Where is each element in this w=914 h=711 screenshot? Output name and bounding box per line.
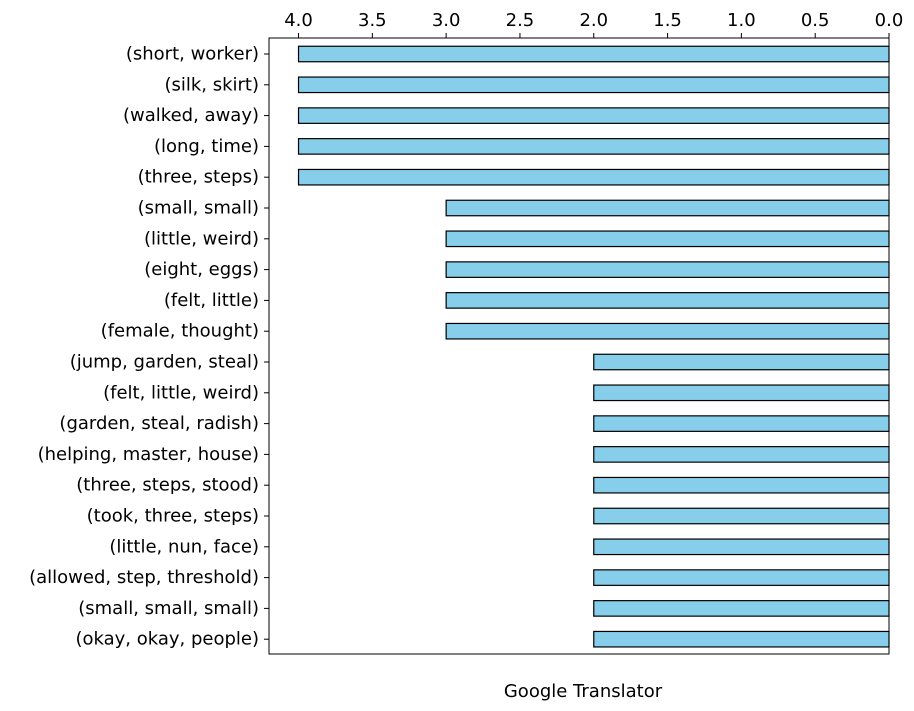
y-tick-label: (okay, okay, people) <box>75 629 259 650</box>
y-tick-label: (garden, steal, radish) <box>59 413 259 434</box>
x-tick-label: 0.5 <box>801 10 830 31</box>
y-axis-category-labels: (short, worker) (silk, skirt) (walked, awa… <box>29 44 269 650</box>
y-tick-label: (took, three, steps) <box>87 506 259 527</box>
bar <box>593 384 890 402</box>
x-tick-label: 1.5 <box>653 10 682 31</box>
x-tick-label: 4.0 <box>284 10 313 31</box>
bar <box>297 168 890 186</box>
x-axis-ticks: 4.0 3.5 3.0 2.5 2.0 1.5 1.0 0.5 0.0 <box>284 10 903 38</box>
bar <box>297 107 890 124</box>
y-tick-label: (short, worker) <box>126 44 259 65</box>
bars-group <box>297 45 890 648</box>
y-tick-label: (small, small, small) <box>78 598 259 619</box>
bar <box>593 353 890 371</box>
y-tick-label: (felt, little, weird) <box>103 382 259 403</box>
y-tick-label: (female, thought) <box>101 321 259 342</box>
bar <box>445 230 890 248</box>
y-tick-label: (little, weird) <box>144 228 259 249</box>
bar <box>593 446 890 463</box>
y-tick-label: (little, nun, face) <box>109 536 259 557</box>
y-tick-label: (jump, garden, steal) <box>70 352 259 373</box>
x-tick-label: 2.5 <box>506 10 535 31</box>
bar <box>593 476 890 494</box>
x-tick-label: 0.0 <box>875 10 904 31</box>
bar <box>593 600 890 617</box>
bar <box>297 76 890 94</box>
y-tick-label: (three, steps) <box>138 167 259 188</box>
x-tick-label: 2.0 <box>579 10 608 31</box>
bar <box>297 45 890 63</box>
y-tick-label: (eight, eggs) <box>144 259 259 280</box>
plot-frame <box>268 37 890 655</box>
x-axis-title: Google Translator <box>504 681 663 702</box>
y-tick-label: (walked, away) <box>123 105 259 126</box>
bar <box>445 292 890 309</box>
bar <box>593 538 890 556</box>
bar <box>593 569 890 586</box>
y-tick-label: (felt, little) <box>164 290 259 311</box>
bar <box>593 507 890 525</box>
bar <box>593 415 890 432</box>
y-tick-label: (silk, skirt) <box>164 74 259 95</box>
bar <box>593 630 890 648</box>
x-tick-label: 3.0 <box>432 10 461 31</box>
y-tick-label: (helping, master, house) <box>38 444 259 465</box>
y-tick-label: (three, steps, stood) <box>76 475 259 496</box>
y-tick-label: (long, time) <box>154 136 259 157</box>
x-tick-label: 3.5 <box>358 10 387 31</box>
bar <box>297 138 890 155</box>
bar <box>445 261 890 278</box>
y-tick-label: (small, small) <box>138 198 259 219</box>
bar <box>445 199 890 217</box>
bar <box>445 322 890 340</box>
x-tick-label: 1.0 <box>727 10 756 31</box>
y-tick-label: (allowed, step, threshold) <box>29 567 259 588</box>
